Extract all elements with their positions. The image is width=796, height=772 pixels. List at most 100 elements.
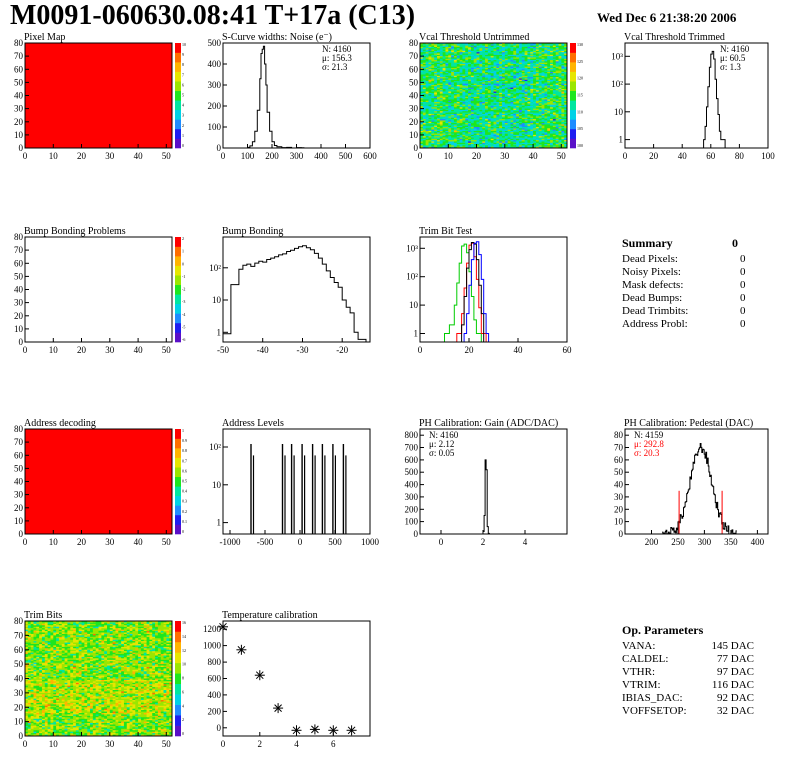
heatmap-cell: [451, 86, 455, 89]
heatmap-cell: [499, 49, 503, 52]
colorbar-segment: [175, 284, 181, 295]
heatmap-cell: [507, 70, 511, 73]
heatmap-cell: [538, 124, 542, 127]
heatmap-cell: [75, 628, 80, 631]
heatmap-cell: [533, 43, 537, 45]
heatmap-cell: [499, 61, 503, 64]
heatmap-cell: [479, 111, 483, 113]
heatmap-cell: [501, 54, 506, 57]
heatmap-cell: [555, 66, 559, 69]
heatmap-cell: [518, 141, 523, 144]
heatmap-cell: [490, 112, 494, 115]
heatmap-cell: [533, 81, 537, 83]
heatmap-cell: [109, 628, 114, 631]
heatmap-cell: [564, 48, 568, 50]
heatmap-cell: [552, 109, 557, 112]
heatmap-cell: [470, 102, 475, 104]
heatmap-cell: [428, 70, 432, 73]
heatmap-cell: [564, 50, 568, 53]
heatmap-cell: [479, 129, 483, 132]
heatmap-cell: [462, 123, 466, 125]
heatmap-cell: [487, 123, 492, 125]
heatmap-cell: [58, 622, 63, 625]
heatmap-cell: [420, 85, 424, 87]
heatmap-cell: [61, 622, 65, 625]
heatmap-cell: [504, 56, 509, 58]
heatmap-cell: [499, 125, 503, 128]
heatmap-cell: [518, 70, 523, 73]
heatmap-cell: [439, 53, 444, 56]
heatmap-cell: [442, 60, 446, 62]
heatmap-cell: [544, 78, 548, 81]
heatmap-cell: [465, 129, 469, 132]
heatmap-cell: [527, 111, 531, 113]
heatmap-cell: [518, 58, 523, 61]
heatmap-cell: [547, 82, 551, 85]
heatmap-cell: [462, 50, 466, 53]
heatmap-cell: [516, 100, 520, 103]
heatmap-cell: [507, 124, 511, 127]
heatmap-cell: [533, 140, 537, 142]
heatmap-cell: [462, 107, 466, 110]
heatmap-cell: [442, 48, 446, 50]
heatmap-cell: [465, 98, 469, 100]
heatmap-cell: [496, 44, 500, 47]
plot-frame: [222, 236, 371, 343]
heatmap-cell: [473, 44, 477, 47]
heatmap-cell: [561, 124, 565, 127]
heatmap-cell: [547, 106, 551, 108]
heatmap-cell: [561, 96, 565, 99]
heatmap-cell: [538, 54, 542, 57]
heatmap-cell: [459, 121, 463, 124]
heatmap-cell: [527, 108, 531, 111]
colorbar-tick-label: 9: [182, 52, 184, 57]
heatmap-cell: [558, 119, 562, 121]
heatmap-cell: [544, 43, 548, 45]
heatmap-cell: [524, 138, 528, 141]
heatmap-cell: [428, 111, 432, 113]
heatmap-cell: [428, 142, 432, 145]
histogram-series-line: [461, 242, 485, 342]
heatmap-cell: [499, 116, 503, 119]
heatmap-cell: [552, 86, 557, 89]
heatmap-cell: [456, 52, 460, 54]
heatmap-cell: [61, 629, 65, 632]
heatmap-cell: [493, 75, 497, 78]
heatmap-cell: [555, 54, 559, 57]
heatmap-cell: [550, 136, 554, 138]
heatmap-cell: [501, 85, 506, 87]
heatmap-cell: [462, 120, 466, 123]
heatmap-cell: [448, 90, 452, 92]
heatmap-cell: [490, 83, 494, 86]
heatmap-cell: [521, 123, 525, 125]
heatmap-cell: [535, 60, 540, 62]
heatmap-cell: [425, 86, 429, 89]
heatmap-cell: [439, 65, 444, 68]
heatmap-cell: [504, 138, 509, 141]
heatmap-cell: [439, 128, 444, 131]
colorbar-tick-label: -5: [182, 324, 185, 329]
heatmap-cell: [459, 69, 463, 71]
heatmap-cell: [501, 128, 506, 131]
heatmap-cell: [470, 95, 475, 98]
heatmap-cell: [434, 70, 438, 73]
heatmap-cell: [496, 99, 500, 102]
heatmap-cell: [434, 48, 438, 50]
heatmap-cell: [510, 112, 514, 115]
heatmap-cell: [501, 133, 506, 136]
heatmap-cell: [479, 125, 483, 128]
heatmap-cell: [499, 71, 503, 74]
heatmap-cell: [510, 145, 514, 148]
heatmap-cell: [436, 87, 441, 90]
heatmap-cell: [462, 57, 466, 60]
heatmap-cell: [487, 125, 492, 128]
heatmap-cell: [451, 121, 455, 124]
heatmap-cell: [462, 86, 466, 89]
heatmap-cell: [448, 53, 452, 56]
heatmap-cell: [451, 117, 455, 120]
heatmap-cell: [462, 109, 466, 112]
y-tick-label: 80: [14, 232, 24, 242]
heatmap-cell: [538, 70, 542, 73]
heatmap-cell: [428, 53, 432, 56]
heatmap-cell: [434, 73, 438, 75]
